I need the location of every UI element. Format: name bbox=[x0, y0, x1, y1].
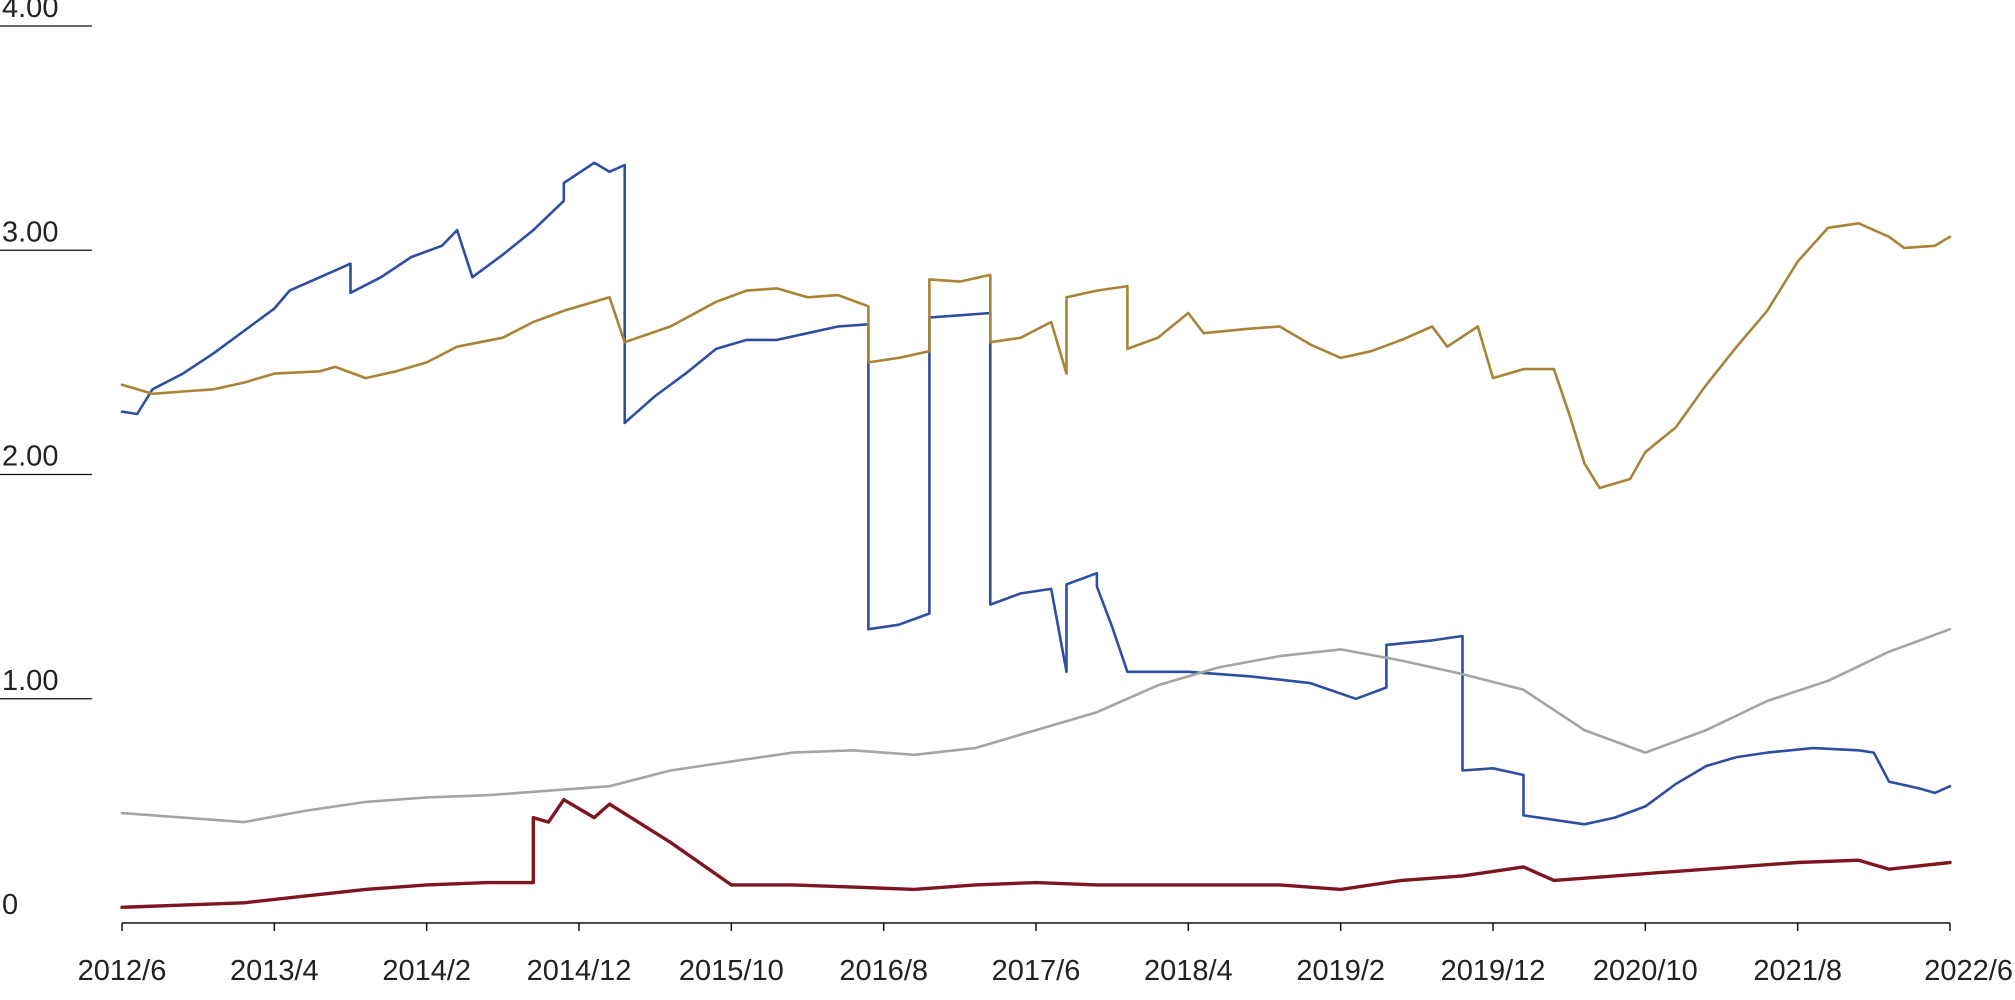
y-tick-label: 4.00 bbox=[2, 0, 58, 24]
x-tick-label: 2015/10 bbox=[679, 955, 784, 987]
x-tick-label: 2020/10 bbox=[1593, 955, 1698, 987]
x-tick-label: 2019/2 bbox=[1296, 955, 1385, 987]
y-axis: 0 1.00 2.00 3.00 4.00 bbox=[0, 0, 92, 921]
x-tick-label: 2012/6 bbox=[78, 955, 167, 987]
y-tick-label: 0 bbox=[2, 889, 18, 921]
series-line-1 bbox=[120, 161, 1952, 826]
x-tick-label: 2021/8 bbox=[1753, 955, 1842, 987]
x-tick-label: 2016/8 bbox=[839, 955, 928, 987]
x-axis: 2012/6 2013/4 2014/2 2014/12 2015/10 2016/8 20… bbox=[78, 922, 2013, 987]
x-tick-label: 2013/4 bbox=[230, 955, 319, 987]
series-line-2 bbox=[120, 222, 1952, 490]
series-line-4 bbox=[120, 798, 1952, 909]
x-tick-label: 2022/6 bbox=[1924, 955, 2013, 987]
series-line-3 bbox=[120, 627, 1952, 824]
x-tick-label: 2017/6 bbox=[992, 955, 1081, 987]
x-tick-label: 2014/2 bbox=[382, 955, 471, 987]
y-tick-label: 3.00 bbox=[2, 216, 58, 248]
y-tick-label: 2.00 bbox=[2, 441, 58, 473]
y-tick-label: 1.00 bbox=[2, 665, 58, 697]
series-group bbox=[120, 161, 1952, 909]
x-tick-label: 2019/12 bbox=[1441, 955, 1546, 987]
x-tick-label: 2018/4 bbox=[1144, 955, 1233, 987]
x-tick-label: 2014/12 bbox=[527, 955, 632, 987]
